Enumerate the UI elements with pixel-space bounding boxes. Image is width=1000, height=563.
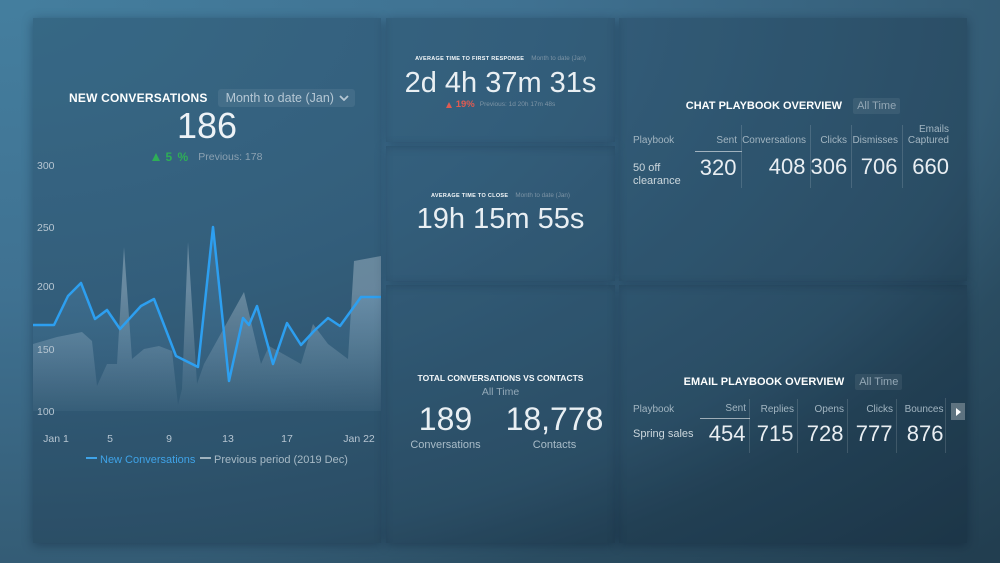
svg-text:13: 13 <box>222 433 234 445</box>
svg-text:9: 9 <box>166 433 172 445</box>
svg-text:200: 200 <box>37 281 55 293</box>
svg-text:150: 150 <box>37 344 55 356</box>
svg-text:Jan 1: Jan 1 <box>43 433 69 445</box>
svg-text:Jan 22: Jan 22 <box>343 433 375 445</box>
svg-text:100: 100 <box>37 406 55 418</box>
svg-text:New Conversations: New Conversations <box>100 454 196 466</box>
svg-text:Previous period (2019 Dec): Previous period (2019 Dec) <box>214 454 348 466</box>
svg-text:5: 5 <box>107 433 113 445</box>
svg-text:17: 17 <box>281 433 293 445</box>
svg-text:250: 250 <box>37 222 55 234</box>
svg-text:300: 300 <box>37 160 55 172</box>
